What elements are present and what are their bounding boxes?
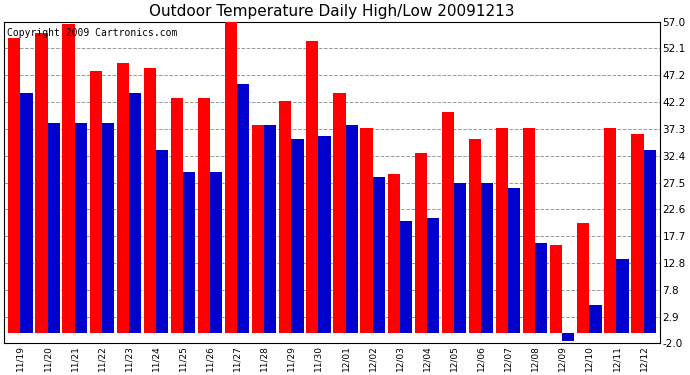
Bar — [48, 123, 60, 333]
Text: Copyright 2009 Cartronics.com: Copyright 2009 Cartronics.com — [8, 28, 178, 38]
Bar — [225, 22, 237, 333]
Bar — [210, 172, 222, 333]
Bar — [291, 139, 304, 333]
Bar — [481, 183, 493, 333]
Bar — [550, 245, 562, 333]
Bar — [523, 128, 535, 333]
Bar — [101, 123, 114, 333]
Bar — [8, 38, 21, 333]
Bar — [400, 221, 412, 333]
Bar — [21, 93, 32, 333]
Bar — [496, 128, 508, 333]
Bar — [415, 153, 427, 333]
Bar — [75, 123, 87, 333]
Bar — [346, 125, 357, 333]
Bar — [604, 128, 616, 333]
Bar — [562, 333, 575, 341]
Bar — [631, 134, 644, 333]
Bar — [62, 24, 75, 333]
Bar — [156, 150, 168, 333]
Bar — [333, 93, 346, 333]
Title: Outdoor Temperature Daily High/Low 20091213: Outdoor Temperature Daily High/Low 20091… — [149, 4, 515, 19]
Bar — [360, 128, 373, 333]
Bar — [237, 84, 249, 333]
Bar — [35, 33, 48, 333]
Bar — [577, 224, 589, 333]
Bar — [171, 98, 183, 333]
Bar — [264, 125, 277, 333]
Bar — [319, 136, 331, 333]
Bar — [252, 125, 264, 333]
Bar — [616, 259, 629, 333]
Bar — [427, 218, 439, 333]
Bar — [373, 177, 385, 333]
Bar — [469, 139, 481, 333]
Bar — [129, 93, 141, 333]
Bar — [90, 71, 101, 333]
Bar — [508, 188, 520, 333]
Bar — [144, 68, 156, 333]
Bar — [535, 243, 547, 333]
Bar — [454, 183, 466, 333]
Bar — [306, 41, 319, 333]
Bar — [442, 112, 454, 333]
Bar — [644, 150, 655, 333]
Bar — [388, 174, 400, 333]
Bar — [117, 63, 129, 333]
Bar — [279, 101, 291, 333]
Bar — [183, 172, 195, 333]
Bar — [198, 98, 210, 333]
Bar — [589, 305, 602, 333]
